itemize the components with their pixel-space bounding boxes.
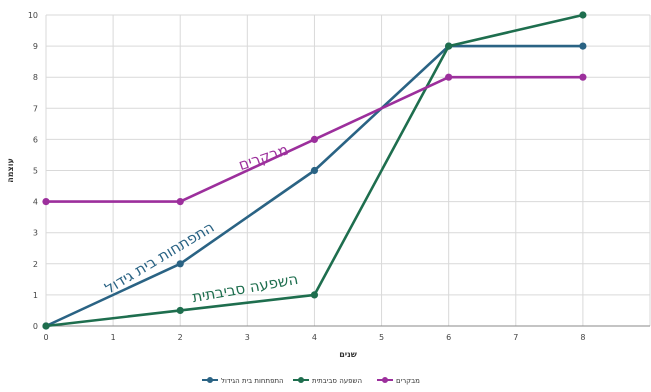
y-tick-label: 6: [33, 135, 38, 144]
legend-item: מבקרים: [377, 377, 420, 385]
y-tick-label: 8: [33, 73, 38, 82]
axes: 0 1 2 3 4 5 6 7 8 9 10 0 1 2 3 4 5 6 7 8 שנים עוצמה: [6, 11, 650, 359]
annotation-label: התפתחות בית גידול: [101, 218, 217, 297]
legend-label: מבקרים: [396, 377, 420, 385]
legend-swatch-marker: [298, 377, 304, 383]
x-tick-label: 8: [580, 333, 585, 342]
annotation-label: מבקרים: [236, 140, 290, 174]
data-point-series-2: [310, 135, 319, 143]
y-tick-label: 1: [33, 291, 38, 300]
data-point-series-2: [176, 198, 184, 206]
x-tick-label: 4: [312, 333, 317, 342]
data-point-series-1: [579, 11, 587, 19]
data-point-series-2: [42, 198, 50, 206]
legend-label: השפעה סביבתית: [312, 377, 362, 385]
x-tick-label: 0: [43, 333, 48, 342]
grid: [45, 14, 651, 327]
y-tick-label: 10: [28, 11, 38, 20]
annotation-label: השפעה סביבתית: [191, 270, 300, 306]
x-tick-label: 7: [513, 333, 518, 342]
data-point-series-0: [310, 166, 319, 175]
data-point-series-2: [579, 73, 587, 81]
data-point-series-2: [445, 73, 453, 81]
y-tick-label: 3: [33, 229, 38, 238]
y-axis-title: עוצמה: [6, 158, 15, 183]
legend: התפתחות בית הגידול השפעה סביבתית מבקרים: [202, 377, 420, 385]
x-tick-label: 2: [178, 333, 183, 342]
data-point-series-1: [42, 322, 50, 330]
y-tick-label: 2: [33, 260, 38, 269]
x-axis-title: שנים: [339, 350, 357, 359]
x-tick-label: 5: [379, 333, 384, 342]
x-tick-label: 1: [111, 333, 116, 342]
legend-label: התפתחות בית הגידול: [221, 377, 284, 385]
legend-item: השפעה סביבתית: [293, 377, 362, 385]
data-point-series-0: [176, 260, 184, 268]
legend-item: התפתחות בית הגידול: [202, 377, 284, 385]
x-tick-label: 3: [245, 333, 250, 342]
y-tick-label: 7: [33, 104, 38, 113]
y-tick-label: 9: [33, 42, 38, 51]
y-tick-label: 5: [33, 167, 38, 176]
legend-swatch-marker: [207, 377, 213, 383]
data-point-series-1: [176, 306, 184, 315]
legend-swatch-marker: [382, 377, 388, 383]
data-point-series-0: [579, 42, 587, 50]
y-tick-label: 0: [33, 322, 38, 331]
x-tick-label: 6: [446, 333, 451, 342]
series-layer: [42, 11, 587, 330]
data-point-series-1: [310, 291, 319, 299]
y-tick-label: 4: [33, 198, 38, 207]
data-point-series-1: [445, 42, 453, 50]
